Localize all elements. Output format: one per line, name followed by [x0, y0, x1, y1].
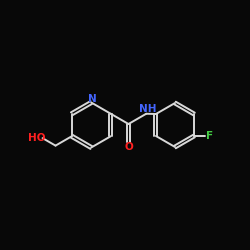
Text: HO: HO — [28, 133, 46, 143]
Text: N: N — [88, 94, 97, 104]
Text: O: O — [124, 142, 133, 152]
Text: NH: NH — [139, 104, 156, 115]
Text: F: F — [206, 131, 213, 141]
